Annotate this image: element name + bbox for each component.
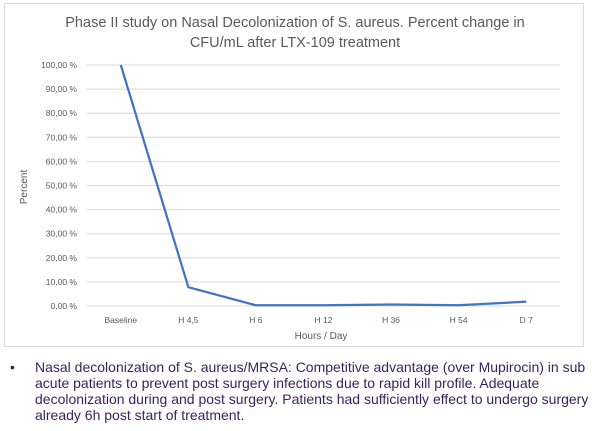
x-tick-label: Baseline <box>104 315 137 325</box>
y-tick-label: 60,00 % <box>46 156 78 166</box>
x-tick-label: H 54 <box>450 315 468 325</box>
bullet-symbol: • <box>10 359 15 375</box>
y-tick-label: 50,00 % <box>46 181 78 191</box>
x-axis-label: Hours / Day <box>295 331 348 342</box>
y-tick-label: 40,00 % <box>46 205 78 215</box>
x-tick-label: H 36 <box>382 315 400 325</box>
y-tick-label: 20,00 % <box>46 253 78 263</box>
y-tick-label: 0,00 % <box>51 301 78 311</box>
line-chart: Phase II study on Nasal Decolonization o… <box>19 15 560 342</box>
y-tick-label: 90,00 % <box>46 84 78 94</box>
y-tick-label: 70,00 % <box>46 132 78 142</box>
y-axis-label: Percent <box>19 170 30 205</box>
x-tick-label: H 12 <box>315 315 333 325</box>
y-tick-label: 100,00 % <box>41 60 77 70</box>
chart-title-line-1: Phase II study on Nasal Decolonization o… <box>65 15 524 31</box>
x-tick-label: D 7 <box>520 315 534 325</box>
y-tick-label: 10,00 % <box>46 277 78 287</box>
chart-title-line-2: CFU/mL after LTX-109 treatment <box>190 35 400 51</box>
x-tick-label: H 6 <box>249 315 263 325</box>
x-tick-label: H 4,5 <box>178 315 199 325</box>
bullet-text: Nasal decolonization of S. aureus/MRSA: … <box>35 359 589 423</box>
chart-frame: Phase II study on Nasal Decolonization o… <box>4 3 584 347</box>
y-tick-label: 30,00 % <box>46 229 78 239</box>
y-tick-label: 80,00 % <box>46 108 78 118</box>
